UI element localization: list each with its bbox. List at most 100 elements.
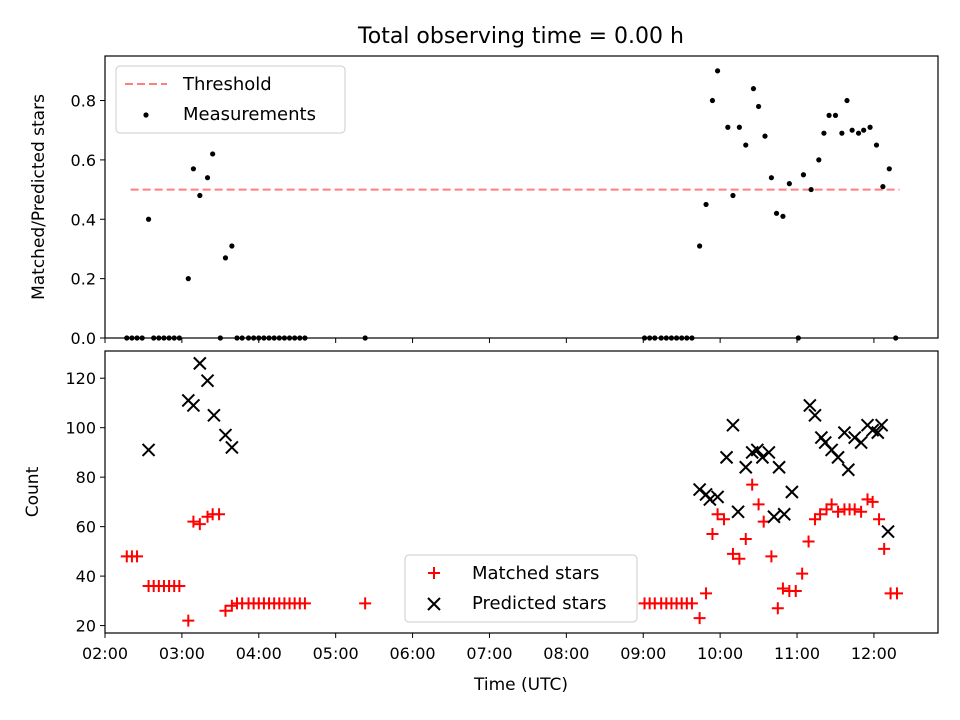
- matched-star-point: [866, 495, 879, 508]
- ratio-y-tick-label: 0.8: [71, 92, 96, 111]
- measurement-point: [826, 112, 832, 118]
- predicted-star-point: [731, 505, 745, 519]
- count-y-tick-label: 20: [76, 617, 96, 636]
- measurement-point: [197, 192, 203, 199]
- predicted-star-point: [193, 356, 207, 371]
- ratio-plot-frame: [104, 55, 939, 339]
- matched-star-point: [700, 587, 713, 600]
- count-y-axis-label: Count: [23, 466, 43, 517]
- matched-star-point: [173, 580, 186, 592]
- matched-star-point: [225, 599, 238, 612]
- matched-star-point: [861, 493, 874, 506]
- legend-predicted-label: Predicted stars: [472, 593, 606, 614]
- ratio-y-axis-label: Matched/Predicted stars: [29, 94, 49, 300]
- count-x-tick-label: 12:00: [851, 644, 897, 663]
- ratio-x-axis: [104, 338, 875, 343]
- matched-star-point: [131, 550, 144, 563]
- matched-star-point: [182, 614, 195, 627]
- predicted-star-point: [719, 450, 734, 465]
- count-y-tick-label: 60: [76, 518, 96, 537]
- predicted-star-point: [777, 507, 791, 521]
- count-x-tick-label: 03:00: [159, 644, 205, 663]
- measurement-point: [697, 243, 703, 249]
- measurement-point: [229, 243, 235, 249]
- measurement-point: [886, 166, 892, 172]
- measurement-point: [743, 142, 749, 148]
- x-axis-label: Time (UTC): [473, 675, 568, 695]
- matched-star-point: [717, 513, 730, 526]
- matched-star-point: [213, 508, 226, 521]
- predicted-star-point: [881, 524, 895, 539]
- count-legend-box: [404, 554, 638, 623]
- measurement-point: [185, 276, 191, 282]
- measurement-point: [786, 181, 792, 187]
- measurement-point: [222, 255, 229, 261]
- measurement-point: [755, 103, 762, 110]
- matched-star-point: [814, 508, 827, 521]
- measurement-point: [832, 112, 839, 118]
- predicted-star-point: [837, 425, 852, 440]
- legend-measurements-label: Measurements: [183, 104, 316, 125]
- ratio-y-axis: 0.0 0.2 0.4 0.6 0.8: [71, 92, 105, 348]
- measurement-point: [821, 130, 827, 136]
- ratio-y-tick-label: 0.0: [71, 329, 96, 348]
- predicted-star-point: [831, 450, 845, 465]
- count-x-tick-label: 04:00: [236, 644, 282, 663]
- predicted-star-point: [767, 510, 781, 524]
- legend-matched-label: Matched stars: [472, 563, 599, 584]
- measurement-point: [210, 151, 216, 157]
- legend-measurements-swatch: [143, 112, 149, 118]
- measurement-point: [736, 124, 742, 130]
- matched-star-point: [685, 597, 698, 610]
- measurement-point: [190, 166, 197, 172]
- measurement-point: [703, 201, 709, 208]
- matched-star-point: [739, 533, 752, 545]
- count-x-tick-label: 02:00: [82, 644, 128, 663]
- measurement-point: [768, 175, 775, 181]
- predicted-star-point: [841, 463, 855, 477]
- count-y-tick-label: 120: [65, 369, 96, 388]
- matched-star-point: [855, 505, 868, 518]
- count-x-tick-label: 11:00: [774, 644, 820, 663]
- chart-title: Total observing time = 0.00 h: [357, 24, 684, 49]
- predicted-star-point: [750, 443, 765, 457]
- matched-star-point: [752, 498, 765, 511]
- predicted-star-point: [186, 398, 201, 413]
- count-x-tick-label: 08:00: [543, 644, 589, 663]
- matched-star-point: [706, 528, 719, 541]
- predicted-star-point: [772, 460, 786, 474]
- measurement-point: [780, 213, 786, 219]
- measurement-point: [762, 133, 768, 139]
- count-plot-area: [120, 356, 903, 627]
- matched-star-point: [832, 505, 845, 518]
- predicted-star-point: [703, 492, 717, 507]
- matched-star-point: [733, 552, 746, 565]
- count-panel: 20 40 60 80 100 120 02:00 03:00 04:00 05:00 06:00…: [23, 350, 939, 695]
- measurement-point: [730, 192, 736, 199]
- matched-star-point: [890, 587, 903, 600]
- matched-star-point: [746, 478, 759, 491]
- matched-star-point: [776, 582, 789, 595]
- matched-star-point: [825, 498, 838, 511]
- count-y-axis: 20 40 60 80 100 120: [65, 369, 105, 636]
- ratio-panel: 0.00.20.40.60.8 Matched/Predicted stars …: [29, 55, 939, 348]
- matched-star-point: [848, 503, 861, 516]
- count-x-tick-label: 07:00: [466, 644, 512, 663]
- matched-star-point: [693, 612, 706, 625]
- predicted-star-point: [762, 445, 776, 460]
- legend-threshold-label: Threshold: [182, 74, 272, 95]
- matched-star-point: [789, 584, 802, 597]
- matched-star-point: [726, 547, 739, 560]
- predicted-star-point: [847, 430, 862, 445]
- matched-star-point: [201, 510, 214, 523]
- measurement-point: [714, 68, 721, 74]
- ratio-legend: Threshold Measurements: [115, 65, 346, 134]
- measurement-point: [839, 130, 845, 136]
- measurement-point: [849, 127, 855, 133]
- count-x-tick-label: 09:00: [620, 644, 666, 663]
- ratio-legend-box: [115, 65, 346, 134]
- matched-star-point: [219, 604, 232, 617]
- predicted-star-point: [218, 428, 233, 442]
- count-x-tick-label: 06:00: [390, 644, 436, 663]
- count-legend: Matched stars Predicted stars: [404, 554, 638, 623]
